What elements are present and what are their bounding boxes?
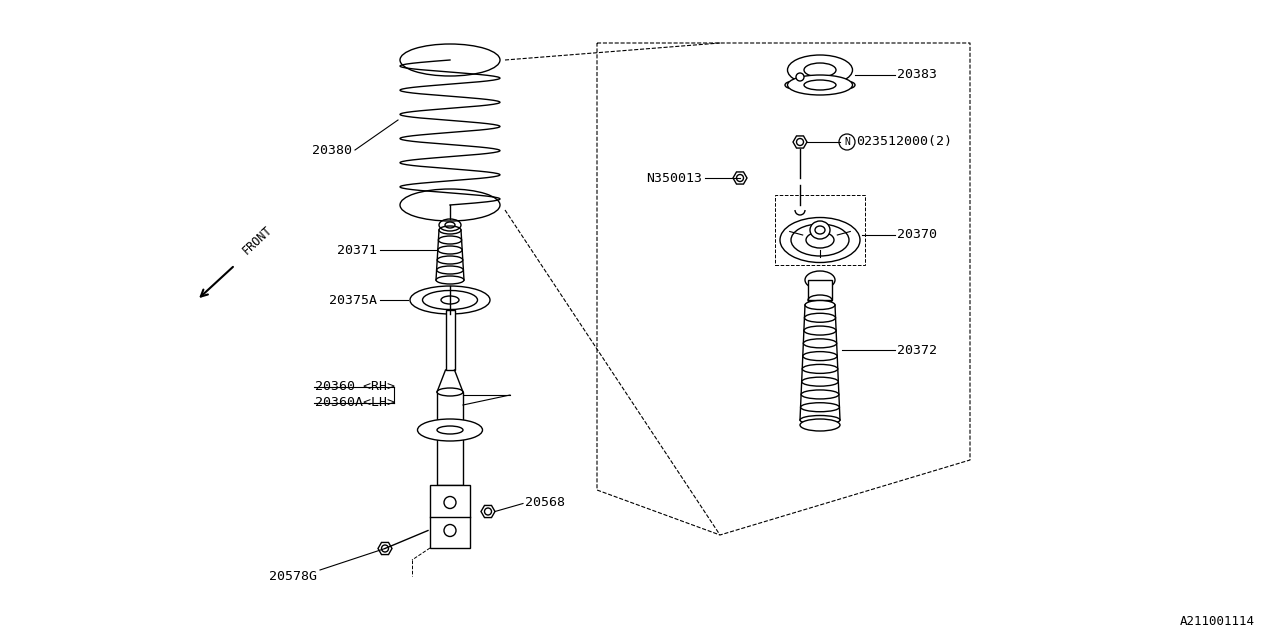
Bar [430, 485, 470, 548]
Text: 20372: 20372 [897, 344, 937, 356]
Bar [436, 392, 463, 485]
Text: N: N [844, 137, 850, 147]
Ellipse shape [436, 426, 463, 434]
Ellipse shape [810, 221, 829, 239]
Polygon shape [481, 506, 495, 518]
Ellipse shape [801, 390, 838, 399]
Ellipse shape [791, 224, 849, 256]
Text: 20375A: 20375A [329, 294, 378, 307]
Text: 20383: 20383 [897, 68, 937, 81]
Ellipse shape [803, 364, 838, 373]
Ellipse shape [787, 75, 852, 95]
Circle shape [444, 525, 456, 536]
Text: 20380: 20380 [312, 143, 352, 157]
Ellipse shape [804, 339, 837, 348]
Ellipse shape [805, 301, 835, 310]
Ellipse shape [841, 81, 855, 88]
Ellipse shape [785, 81, 799, 88]
Ellipse shape [787, 55, 852, 85]
Bar [445, 310, 454, 370]
Text: N350013: N350013 [646, 172, 701, 184]
Text: 20360 <RH>: 20360 <RH> [315, 381, 396, 394]
Ellipse shape [804, 313, 836, 323]
Ellipse shape [800, 403, 840, 412]
Text: 20568: 20568 [525, 496, 564, 509]
Bar [774, 195, 865, 265]
Bar [808, 280, 832, 300]
Ellipse shape [417, 419, 483, 441]
Polygon shape [733, 172, 748, 184]
Ellipse shape [801, 377, 838, 386]
Text: 20360A<LH>: 20360A<LH> [315, 397, 396, 410]
Ellipse shape [803, 351, 837, 360]
Polygon shape [794, 136, 806, 148]
Polygon shape [378, 543, 392, 555]
Ellipse shape [800, 419, 840, 431]
Ellipse shape [780, 218, 860, 262]
Ellipse shape [436, 388, 463, 396]
Text: 20371: 20371 [337, 243, 378, 257]
Ellipse shape [804, 63, 836, 77]
Text: 20370: 20370 [897, 228, 937, 241]
Ellipse shape [806, 232, 835, 248]
Ellipse shape [804, 326, 836, 335]
Circle shape [444, 497, 456, 509]
Ellipse shape [805, 271, 835, 289]
Circle shape [838, 134, 855, 150]
Text: 023512000(2): 023512000(2) [856, 136, 952, 148]
Text: A211001114: A211001114 [1180, 615, 1254, 628]
Text: FRONT: FRONT [241, 223, 275, 257]
Ellipse shape [800, 415, 840, 424]
Text: 20578G: 20578G [269, 570, 317, 584]
Circle shape [796, 73, 804, 81]
